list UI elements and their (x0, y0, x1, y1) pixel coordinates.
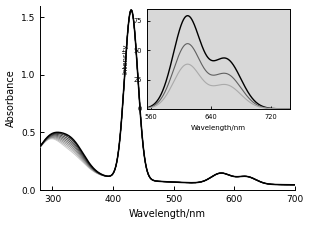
X-axis label: Wavelength/nm: Wavelength/nm (129, 209, 206, 219)
Y-axis label: Absorbance: Absorbance (6, 69, 15, 127)
